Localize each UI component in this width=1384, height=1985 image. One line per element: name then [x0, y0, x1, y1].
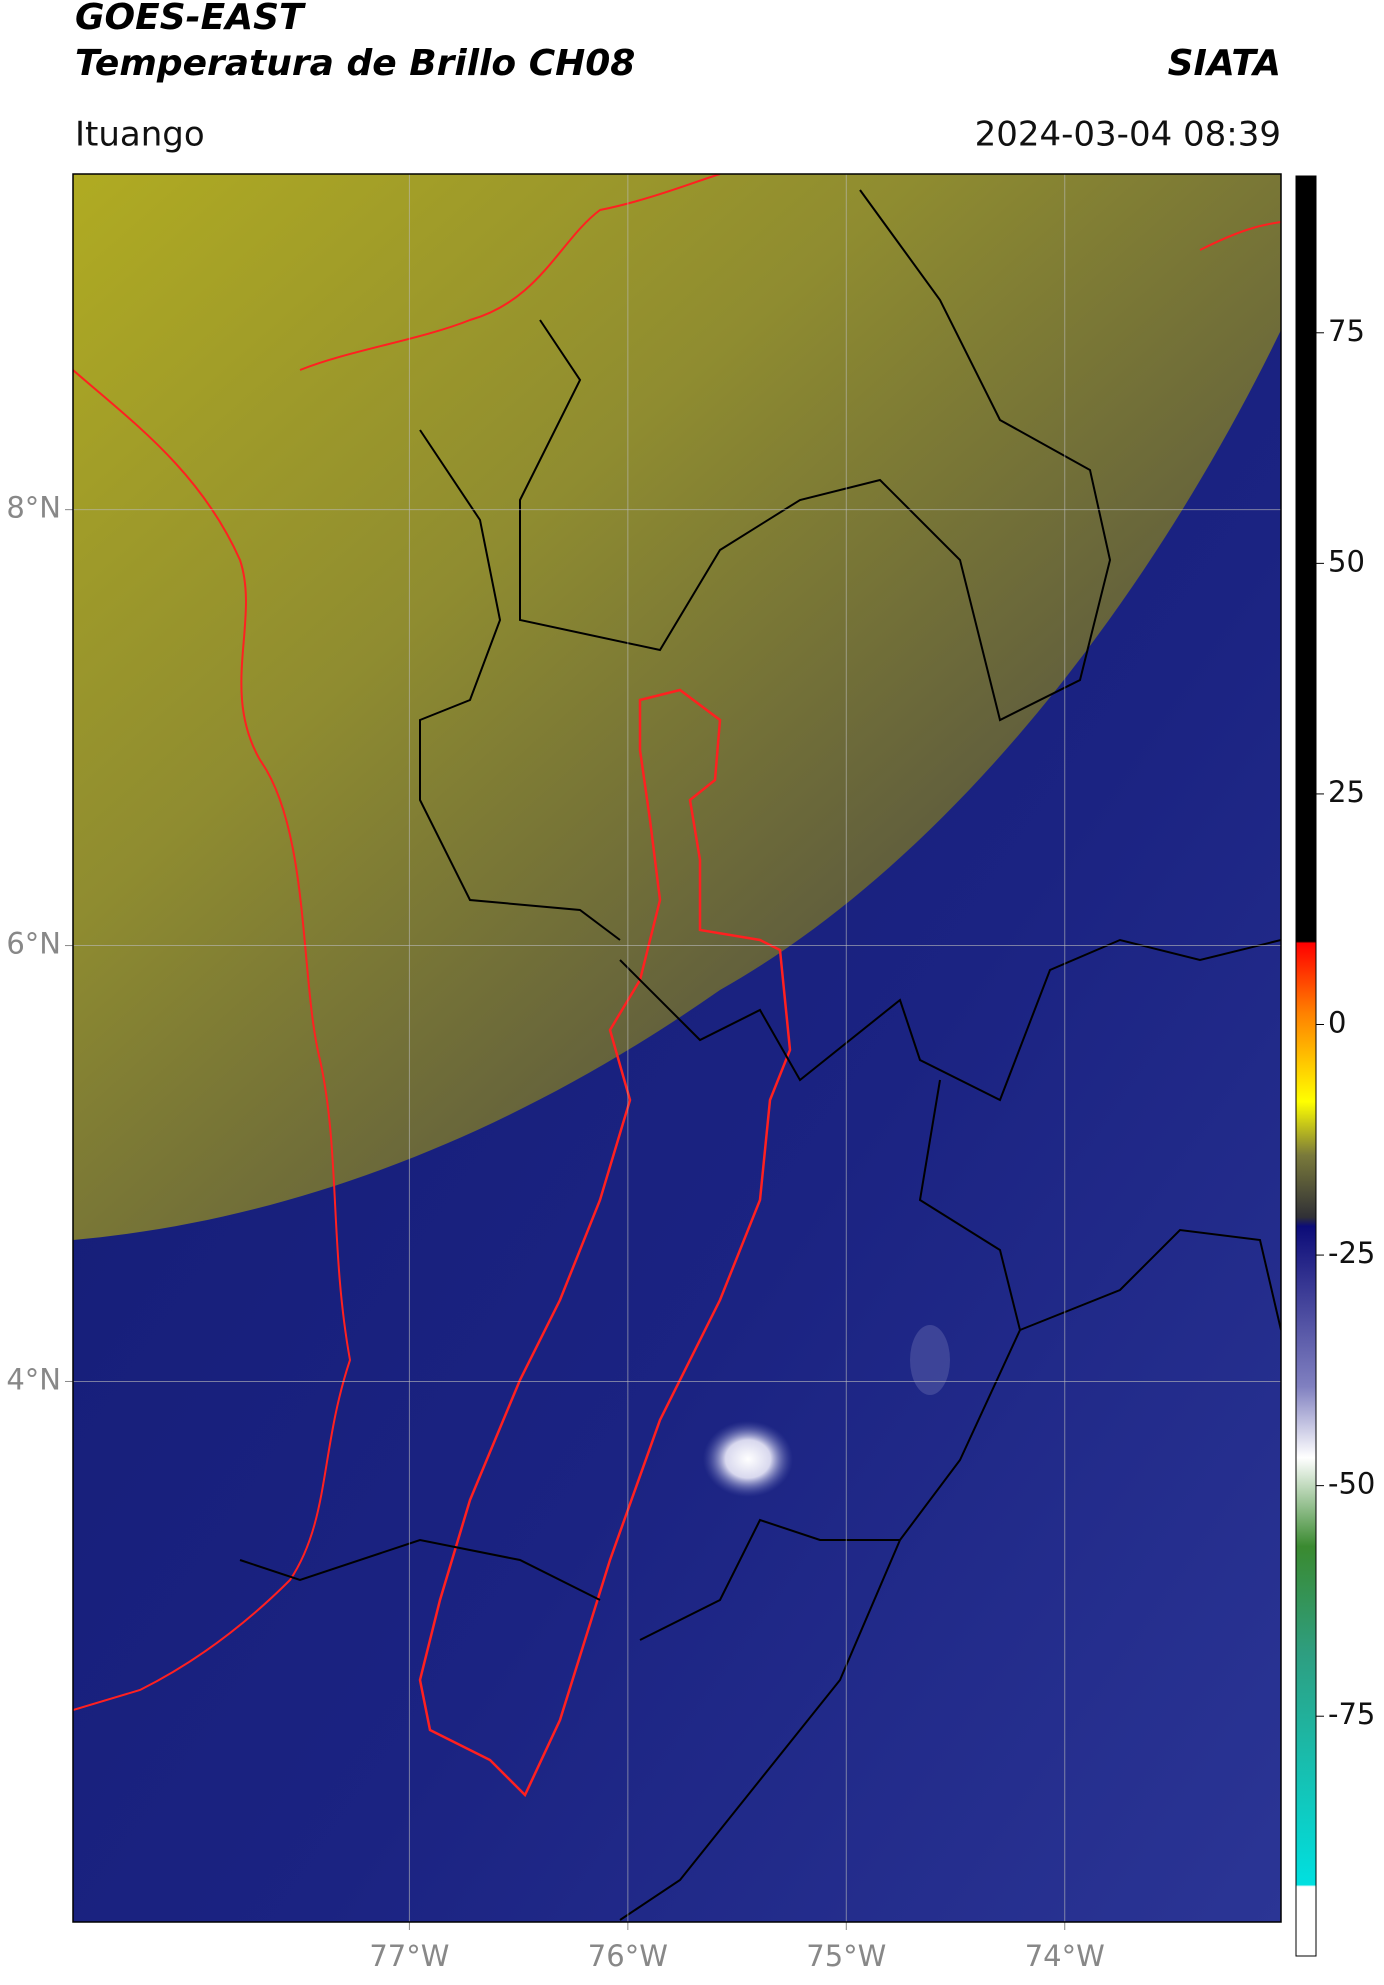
warm-region	[73, 174, 1281, 1240]
cold-cloud	[703, 1421, 793, 1497]
x-tick-label: 74°W	[1025, 1939, 1105, 1973]
x-tick-label: 76°W	[588, 1939, 668, 1973]
subtitle: Temperatura de Brillo CH08	[75, 43, 635, 84]
map-frame	[72, 173, 1282, 1923]
coastline	[73, 369, 352, 1711]
cloud	[910, 1325, 950, 1395]
antioquia-border	[418, 688, 792, 1798]
map-axes: 77°W 76°W 75°W 74°W 8°N 6°N 4°N	[6, 174, 1281, 1973]
colorbar	[1295, 175, 1317, 1957]
y-tick-label: 8°N	[6, 491, 61, 525]
y-tick-label: 4°N	[6, 1362, 61, 1396]
colorbar-tick-label: -75	[1328, 1697, 1375, 1731]
colorbar-tick-label: 75	[1328, 314, 1365, 348]
admin-borders	[239, 189, 1281, 1921]
datetime: 2024-03-04 08:39	[975, 115, 1281, 155]
x-tick-label: 77°W	[369, 1939, 449, 1973]
y-tick-label: 6°N	[6, 927, 61, 961]
region: Ituango	[75, 115, 205, 155]
x-tick-label: 75°W	[806, 1939, 886, 1973]
colorbar-axis: 75 50 25 0 -25 -50 -75	[1316, 314, 1375, 1731]
colorbar-tick-label: -25	[1328, 1236, 1375, 1270]
map-image	[73, 174, 1281, 1922]
colorbar-tick-label: 0	[1328, 1005, 1346, 1039]
colorbar-tick-label: 50	[1328, 544, 1365, 578]
brand: SIATA	[1168, 43, 1281, 84]
colorbar-tick-label: 25	[1328, 775, 1365, 809]
coastline-north	[299, 174, 1281, 371]
colorbar-tick-label: -50	[1328, 1467, 1375, 1501]
title: GOES-EAST	[75, 0, 306, 38]
